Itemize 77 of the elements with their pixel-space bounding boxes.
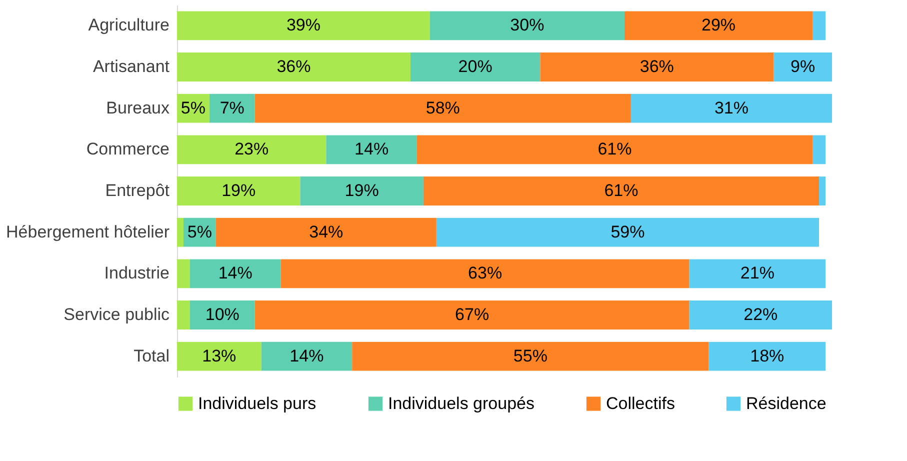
bar (190, 300, 255, 330)
bar (630, 94, 832, 123)
bar (436, 218, 820, 247)
bar (540, 52, 774, 82)
data-label: 14% (218, 264, 252, 283)
data-label: 36% (276, 57, 311, 76)
bar (812, 11, 826, 40)
bar (177, 300, 190, 330)
data-label: 61% (604, 181, 638, 200)
data-label: 59% (610, 222, 645, 242)
y-tick-label: Hébergement hôtelier (6, 222, 170, 242)
data-label: 19% (344, 181, 379, 200)
bar (624, 11, 813, 40)
data-label: 10% (205, 305, 240, 324)
y-tick-label: Bureaux (106, 98, 170, 118)
data-label: 67% (455, 305, 490, 324)
bar (254, 300, 690, 330)
bar (216, 218, 436, 247)
bar (209, 94, 255, 123)
data-label: 55% (513, 346, 548, 366)
y-tick-label: Service public (64, 305, 170, 324)
bar (430, 11, 624, 40)
legend-label: Individuels groupés (388, 394, 534, 413)
bar (812, 135, 826, 164)
data-label: 14% (290, 346, 324, 366)
data-label: 7% (220, 98, 244, 118)
y-tick-label: Commerce (86, 140, 170, 159)
legend-label: Individuels purs (198, 394, 316, 413)
data-label: 5% (180, 98, 206, 118)
bar (416, 135, 813, 164)
bar (326, 135, 417, 164)
legend-label: Collectifs (606, 394, 675, 413)
data-label: 31% (714, 98, 748, 118)
data-label: 5% (187, 222, 212, 242)
bar (280, 259, 690, 288)
data-label: 39% (286, 16, 320, 35)
bar (708, 342, 826, 371)
data-label: 22% (744, 305, 778, 324)
data-label: 30% (510, 16, 544, 35)
y-tick-label: Industrie (104, 264, 170, 283)
bar (774, 52, 832, 82)
bar (689, 300, 832, 330)
y-tick-label: Agriculture (88, 16, 170, 35)
bar (819, 176, 826, 206)
bar (261, 342, 352, 371)
data-label: 19% (222, 181, 256, 200)
data-label: 9% (790, 57, 816, 76)
data-label: 63% (468, 264, 502, 283)
data-label: 20% (458, 57, 492, 76)
bar (177, 52, 410, 82)
data-label: 18% (750, 346, 784, 366)
bar (689, 259, 826, 288)
data-label: 13% (202, 346, 236, 366)
bar (300, 176, 424, 206)
bar (177, 176, 300, 206)
y-tick-label: Artisanant (92, 57, 170, 76)
y-tick-label: Entrepôt (105, 181, 170, 200)
data-label: 58% (426, 98, 460, 118)
bar (177, 259, 190, 288)
bar (177, 135, 326, 164)
data-label: 29% (701, 16, 736, 35)
data-label: 14% (354, 140, 389, 159)
data-label: 21% (740, 264, 774, 283)
data-label: 36% (640, 57, 674, 76)
bar (177, 342, 262, 371)
bar (352, 342, 709, 371)
data-label: 34% (309, 222, 344, 242)
y-tick-label: Total (134, 346, 170, 366)
bar (177, 11, 430, 40)
bar (190, 259, 281, 288)
bar (254, 94, 631, 123)
legend-label: Résidence (746, 394, 826, 413)
bar (410, 52, 540, 82)
bar (423, 176, 820, 206)
data-label: 61% (598, 140, 632, 159)
data-label: 23% (234, 140, 269, 159)
bar (177, 218, 184, 247)
